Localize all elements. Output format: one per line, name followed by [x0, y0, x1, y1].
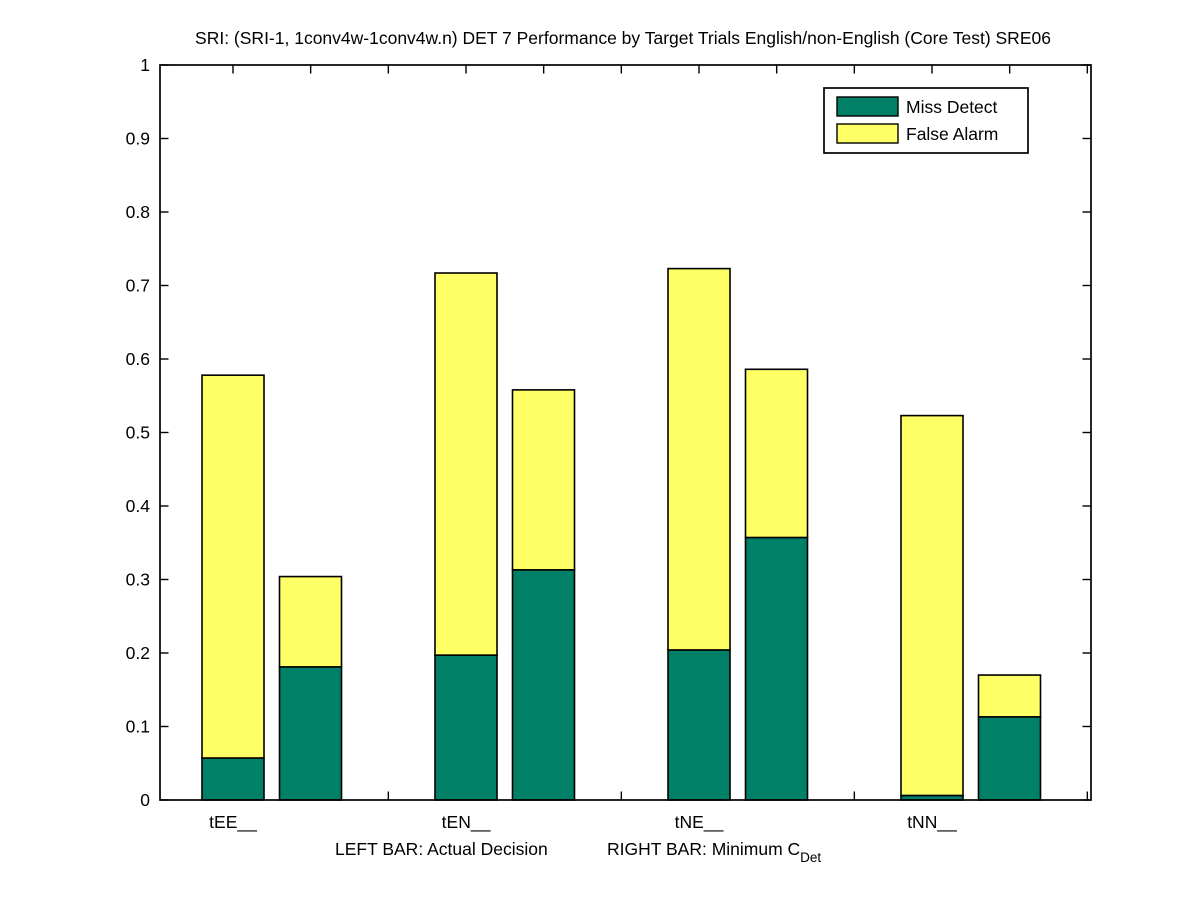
y-tick-label: 0.9	[126, 129, 150, 149]
legend-swatch-false-alarm	[836, 123, 899, 144]
xlabel-subscript-det: Det	[800, 850, 821, 865]
x-tick-label: tEN__	[442, 812, 491, 833]
svg-text:RIGHT BAR: Minimum CDet: RIGHT BAR: Minimum CDet	[607, 839, 821, 865]
bar-segment-false-alarm-minimum_cdet	[511, 389, 576, 571]
y-tick-label: 0.7	[126, 276, 150, 296]
y-tick-label: 0.6	[126, 349, 150, 369]
xlabel-right-bar: RIGHT BAR: Minimum C	[607, 839, 800, 859]
plot-area: 0 0.1 0.2 0.3 0.4 0.5 0.6 0.7 0.8 0.9 1 tEE__ tEN__ t…	[126, 55, 1092, 833]
bar-segment-false-alarm-minimum_cdet	[278, 575, 343, 668]
legend-swatch-miss-detect	[836, 96, 899, 117]
x-tick-label: tEE__	[209, 812, 257, 833]
x-tick-label: tNN__	[907, 812, 957, 833]
y-tick-label: 0.5	[126, 423, 150, 443]
legend-label-false-alarm: False Alarm	[906, 124, 998, 144]
bar-segment-miss-detect-actual_decision	[667, 649, 731, 801]
bar-segment-false-alarm-minimum_cdet	[744, 368, 809, 539]
y-tick-label: 1	[140, 55, 150, 75]
x-axis-caption: LEFT BAR: Actual Decision RIGHT BAR: Min…	[335, 839, 821, 865]
bar-segment-false-alarm-actual_decision	[667, 267, 731, 651]
y-tick-label: 0.3	[126, 570, 150, 590]
bar-segment-false-alarm-minimum_cdet	[977, 674, 1042, 718]
y-tick-label: 0.4	[126, 496, 151, 516]
y-tick-label: 0	[140, 790, 150, 810]
bar-segment-miss-detect-minimum_cdet	[744, 536, 809, 801]
bar-segment-miss-detect-minimum_cdet	[278, 666, 343, 801]
x-tick-label: tNE__	[675, 812, 724, 833]
y-tick-label: 0.2	[126, 643, 150, 663]
y-tick-label: 0.8	[126, 202, 150, 222]
bar-segment-false-alarm-actual_decision	[434, 272, 498, 657]
legend: Miss Detect False Alarm	[823, 87, 1029, 154]
axes-box	[159, 64, 1092, 801]
bar-segment-false-alarm-actual_decision	[900, 414, 964, 797]
bar-segment-miss-detect-actual_decision	[201, 757, 265, 801]
y-tick-label: 0.1	[126, 717, 150, 737]
bar-segment-miss-detect-actual_decision	[434, 654, 498, 801]
legend-label-miss-detect: Miss Detect	[906, 97, 998, 117]
bar-segment-miss-detect-minimum_cdet	[511, 569, 576, 801]
chart-title: SRI: (SRI-1, 1conv4w-1conv4w.n) DET 7 Pe…	[195, 28, 1051, 48]
bar-segment-miss-detect-minimum_cdet	[977, 716, 1042, 801]
bar-segment-false-alarm-actual_decision	[201, 374, 265, 759]
svg-text:LEFT BAR: Actual Decision: LEFT BAR: Actual Decision	[335, 839, 548, 859]
xlabel-left-bar: LEFT BAR: Actual Decision	[335, 839, 548, 859]
